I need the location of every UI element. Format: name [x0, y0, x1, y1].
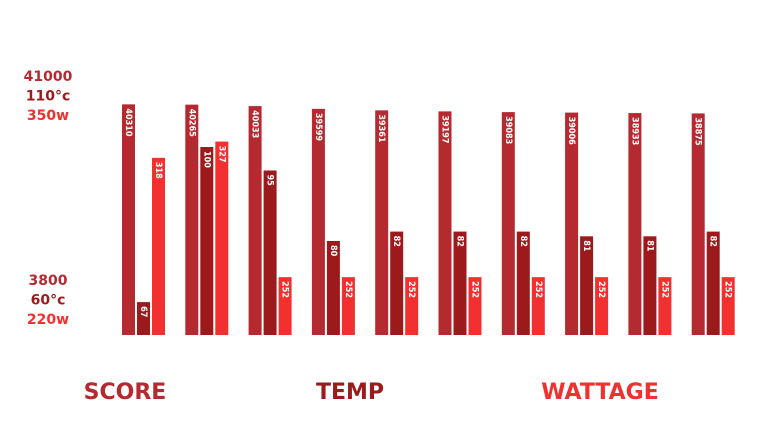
value-label: 39361 — [376, 114, 386, 143]
bar — [263, 170, 277, 335]
value-label: 252 — [470, 281, 480, 298]
value-label: 252 — [343, 281, 353, 298]
value-label: 38875 — [693, 117, 703, 146]
value-label: 252 — [723, 281, 733, 298]
bar — [531, 277, 545, 335]
value-label: 39197 — [440, 115, 450, 143]
y-tick-label: 350w — [27, 108, 69, 124]
y-tick-label: 41000 — [24, 69, 73, 85]
value-label: 38933 — [629, 117, 639, 145]
y-tick-label: 3800 — [29, 273, 68, 289]
bar — [278, 277, 292, 335]
value-label: 100 — [201, 151, 211, 168]
bar — [658, 277, 672, 335]
bar — [215, 141, 229, 335]
bar — [341, 277, 355, 335]
value-label: 80 — [328, 245, 338, 257]
bar — [453, 231, 467, 335]
legend-label: WATTAGE — [541, 380, 659, 405]
bar — [565, 112, 579, 336]
bar — [501, 112, 515, 335]
y-tick-label: 220w — [27, 312, 69, 328]
bar — [721, 277, 735, 335]
bar — [580, 236, 594, 335]
value-label: 81 — [644, 240, 654, 252]
value-label: 82 — [455, 236, 465, 247]
bar — [468, 277, 482, 335]
value-label: 39006 — [566, 117, 576, 146]
value-label: 81 — [581, 240, 591, 252]
bar — [643, 236, 657, 335]
bar — [516, 231, 530, 335]
value-label: 252 — [280, 281, 290, 298]
bar — [628, 113, 642, 335]
value-label: 252 — [596, 281, 606, 298]
value-label: 252 — [533, 281, 543, 298]
legend-label: SCORE — [84, 380, 167, 405]
y-tick-label: 60°c — [31, 293, 66, 309]
value-label: 252 — [659, 281, 669, 298]
bar — [390, 231, 404, 335]
value-label: 252 — [406, 281, 416, 298]
value-label: 95 — [265, 175, 275, 187]
bar — [248, 106, 262, 335]
value-label: 67 — [138, 306, 148, 317]
value-label: 40265 — [186, 109, 196, 138]
bar — [326, 241, 340, 335]
value-label: 318 — [153, 162, 163, 179]
value-label: 82 — [708, 236, 718, 247]
y-tick-label: 110°c — [26, 89, 71, 105]
value-label: 39083 — [503, 116, 513, 144]
bar — [311, 108, 325, 335]
bar — [706, 231, 720, 335]
value-label: 39599 — [313, 113, 323, 142]
bar — [137, 302, 150, 335]
bar — [200, 147, 214, 335]
value-label: 40310 — [123, 108, 133, 137]
legend-label: TEMP — [316, 380, 384, 405]
bar — [375, 110, 389, 335]
bar — [405, 277, 419, 335]
value-label: 82 — [518, 236, 528, 247]
bar — [152, 157, 165, 335]
value-label: 82 — [391, 236, 401, 247]
bar — [122, 104, 135, 335]
value-label: 40033 — [250, 110, 260, 138]
value-label: 327 — [216, 146, 226, 163]
bar — [438, 111, 452, 335]
bar — [595, 277, 609, 335]
bar — [185, 104, 199, 335]
bar — [691, 113, 705, 335]
